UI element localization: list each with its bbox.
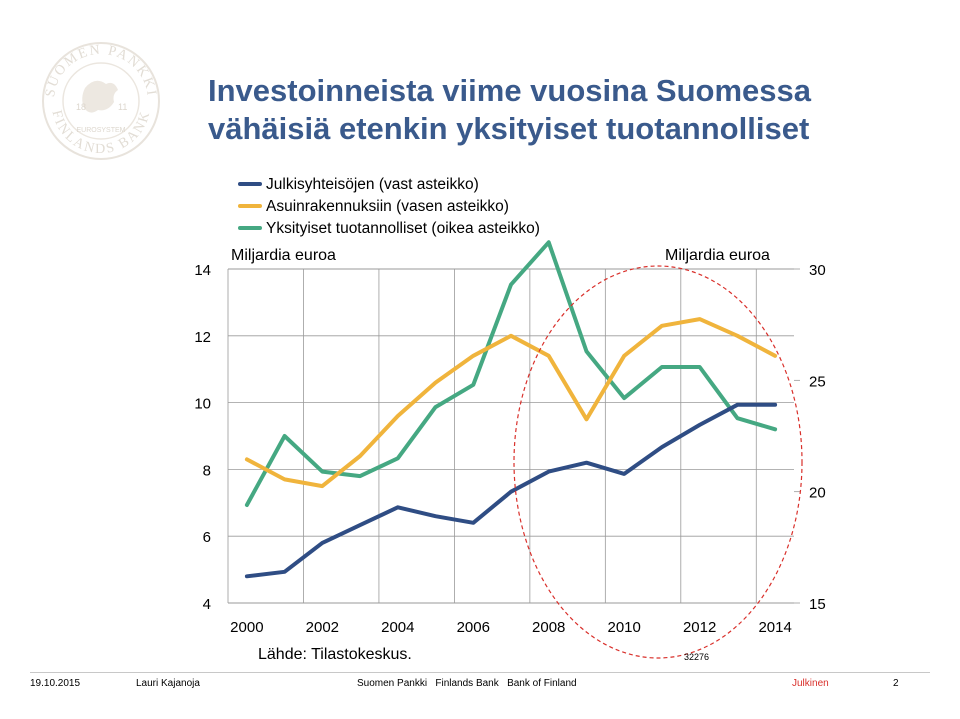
left-axis-tick-label: 8 — [203, 462, 211, 479]
legend-label-residential: Asuinrakennuksiin (vasen asteikko) — [266, 198, 509, 215]
series-line-residential — [244, 317, 778, 489]
x-axis-tick-label: 2000 — [230, 619, 263, 636]
bank-seal-logo: SUOMEN PANKKI FINLANDS BANK 18 11 EUROSY… — [42, 42, 160, 160]
footer-classification: Julkinen — [792, 678, 829, 689]
right-axis-ticks: 15 20 25 30 — [809, 262, 826, 613]
series-lines — [244, 240, 778, 579]
x-axis-tick-label: 2010 — [608, 619, 641, 636]
legend-swatch-public — [238, 181, 262, 186]
chart-grid — [227, 268, 800, 604]
footer-date: 19.10.2015 — [30, 678, 81, 689]
title-line-2: vähäisiä etenkin yksityiset tuotannollis… — [208, 111, 810, 146]
legend-swatch-residential — [238, 203, 262, 208]
left-axis-tick-label: 10 — [194, 396, 211, 413]
legend-label-private: Yksityiset tuotannolliset (oikea asteikk… — [266, 220, 540, 237]
left-axis-tick-label: 4 — [203, 596, 211, 613]
legend-item-residential: Asuinrakennuksiin (vasen asteikko) — [238, 196, 509, 218]
slide-title: Investoinneista viime vuosina Suomessa v… — [208, 72, 948, 148]
x-axis-tick-label: 2008 — [532, 619, 565, 636]
footer-organization: Suomen Pankki Finlands Bank Bank of Finl… — [357, 678, 577, 689]
legend-label-public: Julkisyhteisöjen (vast asteikko) — [266, 176, 479, 193]
logo-inner-text: EUROSYSTEM — [76, 127, 125, 134]
right-axis-tick-label: 15 — [809, 596, 826, 613]
x-axis-ticks: 2000 2002 2004 2006 2008 2010 2012 2014 — [230, 619, 792, 636]
chart-source: Lähde: Tilastokeskus. — [258, 646, 412, 663]
x-axis-tick-label: 2012 — [683, 619, 716, 636]
x-axis-tick-label: 2006 — [457, 619, 490, 636]
title-line-1: Investoinneista viime vuosina Suomessa — [208, 73, 812, 108]
legend-swatch-private — [238, 225, 262, 230]
legend-item-private: Yksityiset tuotannolliset (oikea asteikk… — [238, 218, 540, 240]
logo-year-right: 11 — [118, 102, 127, 112]
right-axis-tick-label: 25 — [809, 373, 826, 390]
footer-divider — [30, 672, 930, 673]
series-line-public-sec — [244, 402, 778, 579]
right-axis-tick-label: 30 — [809, 262, 826, 279]
footer-page-number: 2 — [893, 678, 899, 689]
x-axis-tick-label: 2004 — [381, 619, 414, 636]
x-axis-tick-label: 2014 — [758, 619, 791, 636]
left-axis-tick-label: 14 — [194, 262, 211, 279]
right-axis-unit: Miljardia euroa — [665, 247, 770, 264]
left-axis-tick-label: 6 — [203, 529, 211, 546]
logo-year-left: 18 — [76, 102, 86, 112]
x-axis-tick-label: 2002 — [306, 619, 339, 636]
left-axis-unit: Miljardia euroa — [231, 247, 336, 264]
highlight-circle — [513, 265, 803, 659]
footer-author: Lauri Kajanoja — [136, 678, 200, 689]
right-axis-tick-label: 20 — [809, 485, 826, 502]
series-line-private-prod — [244, 240, 778, 507]
chart-code: 32276 — [684, 652, 710, 662]
left-axis-tick-label: 12 — [194, 329, 211, 346]
legend-item-public: Julkisyhteisöjen (vast asteikko) — [238, 174, 479, 196]
left-axis-ticks: 4 6 8 10 12 14 — [194, 262, 211, 613]
